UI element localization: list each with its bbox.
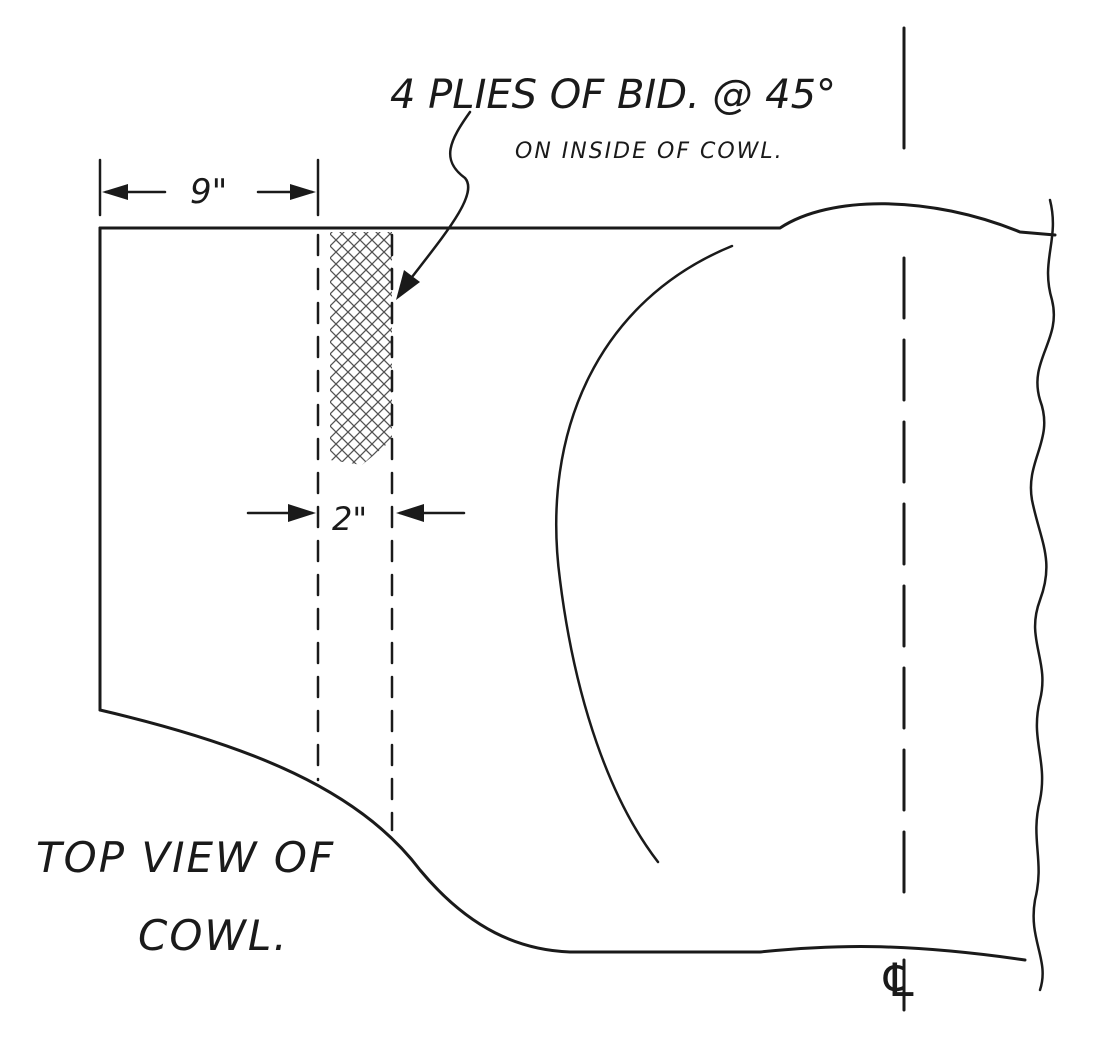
title-line-2: COWL. — [138, 911, 289, 960]
annotation-main: 4 PLIES OF BID. @ 45° — [390, 72, 836, 118]
annotation-sub: ON INSIDE OF COWL. — [515, 139, 784, 164]
dimension-9-label: 9" — [190, 172, 227, 212]
leader-arrow — [396, 110, 472, 300]
title-line-1: TOP VIEW OF — [36, 833, 335, 882]
cowl-outline — [98, 198, 1057, 992]
dimension-2-inch — [246, 504, 466, 522]
dimension-9-inch — [98, 158, 320, 217]
dimension-2-label: 2" — [332, 500, 367, 538]
bid-strip — [316, 232, 394, 832]
centerline-symbol: ℄ — [878, 953, 919, 1007]
